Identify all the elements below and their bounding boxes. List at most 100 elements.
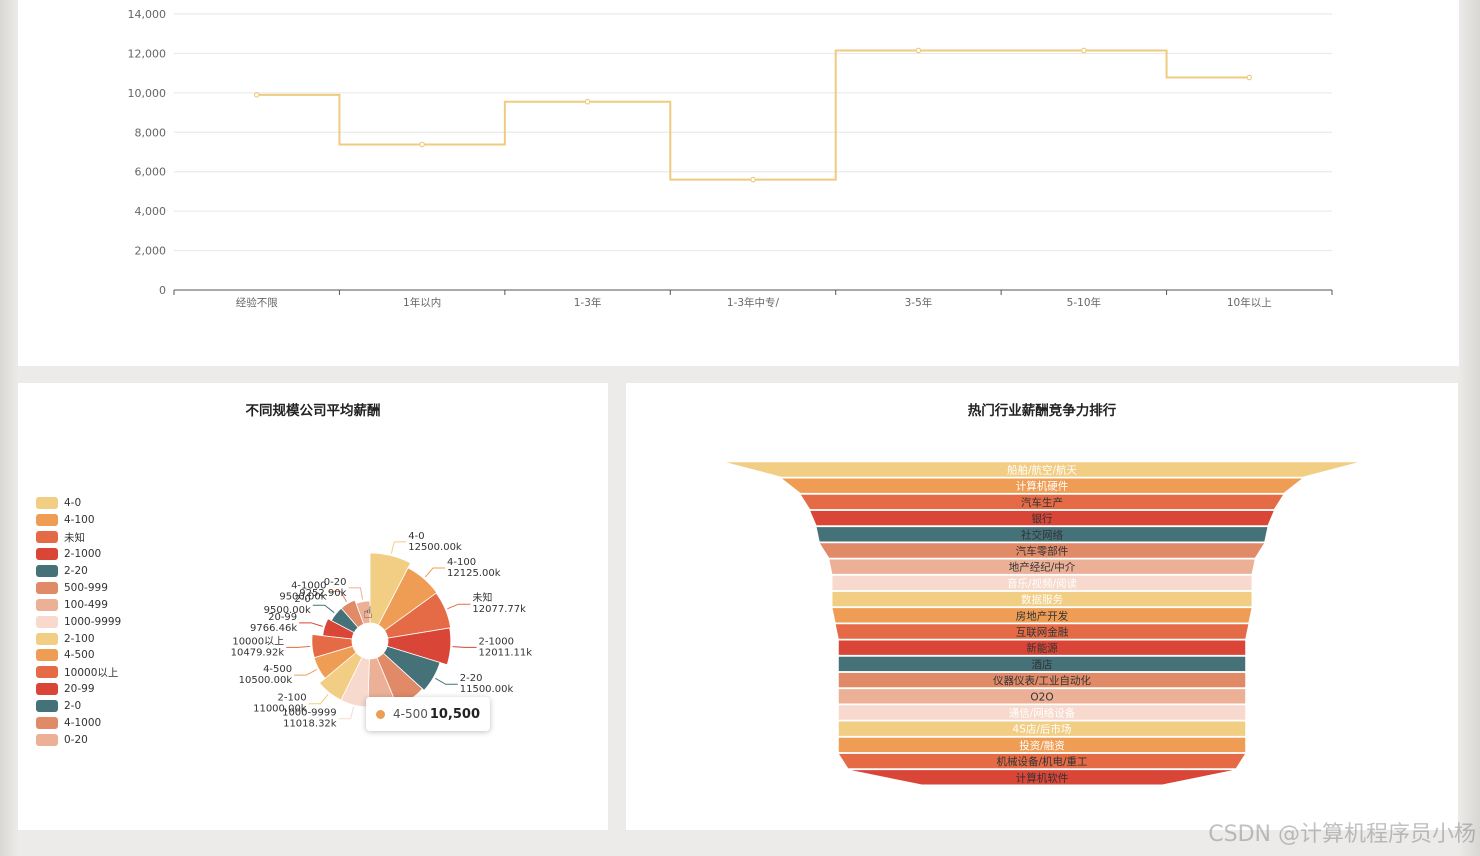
legend-item[interactable]: 20-99 [36,681,121,698]
slice-label-value: 11018.32k [283,719,337,730]
pie-slice [318,651,363,701]
pie-slice [386,627,452,666]
pie-slice [382,645,441,691]
x-tick-label: 1年以内 [403,296,441,309]
legend-label: 4-1000 [64,717,102,730]
funnel-label: 计算机硬件 [1016,480,1069,493]
pie-slice [311,634,354,659]
legend-swatch [36,581,58,594]
legend-swatch [36,615,58,628]
legend-item[interactable]: 500-999 [36,579,121,596]
legend-swatch [36,649,58,662]
y-tick-label: 4,000 [135,205,167,218]
legend-label: 2-1000 [64,548,102,561]
page-edge-left [0,0,18,856]
funnel-label: 地产经纪/中介 [1009,561,1076,574]
legend-label: 2-100 [64,632,95,645]
pie-slice [322,618,355,640]
funnel-segment [838,656,1246,672]
legend-swatch [36,666,58,679]
y-tick-label: 2,000 [135,245,167,258]
legend-label: 4-100 [64,514,95,527]
legend-item[interactable]: 4-100 [36,512,121,529]
pie-slice [355,600,371,625]
y-tick-label: 6,000 [135,166,167,179]
hand-cursor-icon: ☝ [363,603,373,622]
funnel-segment [831,575,1253,591]
funnel-label: 汽车生产 [1021,496,1063,509]
legend-swatch [36,548,58,561]
legend-item[interactable]: 2-100 [36,630,121,647]
label-line [308,693,329,705]
slice-label-value: 9500.00k [279,591,326,602]
funnel-label: 数据服务 [1021,593,1063,606]
legend-label: 0-20 [64,733,88,746]
legend-item[interactable]: 未知 [36,529,121,546]
funnel-label: 互联网金融 [1016,626,1069,639]
funnel-label: 投资/融资 [1019,739,1065,752]
funnel-label: 新能源 [1026,642,1058,655]
slice-label-value: 10479.92k [231,647,285,658]
funnel-label: 机械设备/机电/重工 [996,755,1087,768]
funnel-segment [723,461,1361,478]
funnel-segment [838,720,1246,737]
label-line [447,603,471,610]
legend-label: 4-0 [64,497,82,510]
slice-label-name: 20-99 [268,612,297,623]
legend-item[interactable]: 2-20 [36,563,121,580]
label-line [286,645,311,648]
legend-swatch [36,733,58,746]
funnel-segment [838,737,1246,753]
pie-slice [340,599,365,629]
y-tick-label: 12,000 [128,47,167,60]
label-line [294,669,317,676]
legend-item[interactable]: 4-500 [36,647,121,664]
tooltip-value: 10,500 [429,706,480,722]
legend-swatch [36,717,58,730]
slice-label-value: 10500.00k [239,675,293,686]
legend-swatch [36,683,58,696]
experience-salary-chart-card: 0 2,000 4,000 6,000 8,000 10,000 12,000 14,000 经… [18,0,1459,366]
slice-label-value: 9500.00k [264,605,311,616]
chart-tooltip: 4-500 10,500 [366,697,490,731]
data-point [1081,47,1087,54]
legend-swatch [36,632,58,645]
x-tick-label: 5-10年 [1067,296,1101,309]
slice-label-name: 4-100 [447,557,476,568]
funnel-label: 通信/网络设备 [1009,707,1076,720]
legend-label: 4-500 [64,649,95,662]
funnel-segment [838,639,1246,656]
legend-item[interactable]: 1000-9999 [36,613,121,630]
funnel-segment [780,477,1304,494]
legend-item[interactable]: 0-20 [36,731,121,748]
legend-item[interactable]: 10000以上 [36,664,121,681]
slice-label-name: 10000以上 [232,635,284,647]
funnel-label: 酒店 [1032,658,1053,671]
slice-label-name: 2-100 [278,693,307,704]
data-point [584,98,591,105]
y-tick-label: 10,000 [128,87,167,100]
funnel-label: 船舶/航空/航天 [1007,464,1078,477]
funnel-segment [838,688,1246,705]
funnel-label: 仪器仪表/工业自动化 [993,674,1092,687]
funnel-segment [828,558,1256,575]
legend-item[interactable]: 4-0 [36,495,121,512]
data-point [419,141,425,148]
x-tick-label: 1-3年 [574,296,602,309]
data-point [253,92,260,98]
legend-item[interactable]: 4-1000 [36,715,121,732]
funnel-segment [838,672,1246,688]
slice-label-value: 11000.00k [253,704,307,715]
legend-item[interactable]: 2-1000 [36,546,121,563]
legend-item[interactable]: 2-0 [36,698,121,715]
pie-slice [384,592,452,639]
slice-label-name: 1000-9999 [282,708,337,719]
slice-label-value: 9766.46k [250,623,297,634]
funnel-segment [799,494,1285,510]
legend-swatch [36,514,58,527]
funnel-chart: 船舶/航空/航天计算机硬件汽车生产银行社交网络汽车零部件地产经纪/中介音乐/视频… [723,461,1361,786]
legend-label: 10000以上 [64,666,119,679]
legend-label: 未知 [64,531,85,544]
data-point [915,47,922,54]
legend-item[interactable]: 100-499 [36,596,121,613]
